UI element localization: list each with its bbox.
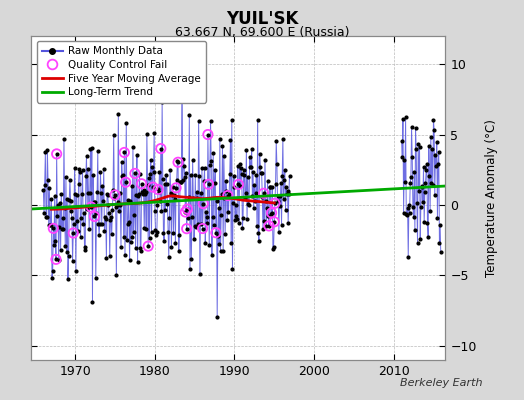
Point	[212, 230, 220, 236]
Point	[199, 200, 208, 207]
Point	[157, 145, 165, 152]
Y-axis label: Temperature Anomaly (°C): Temperature Anomaly (°C)	[485, 119, 498, 277]
Point	[154, 186, 162, 193]
Point	[271, 200, 279, 206]
Point	[199, 225, 207, 232]
Point	[137, 180, 146, 187]
Text: YUIL'SK: YUIL'SK	[226, 10, 298, 28]
Point	[204, 181, 213, 188]
Point	[149, 184, 157, 190]
Point	[270, 219, 278, 225]
Point	[131, 170, 139, 177]
Point	[90, 213, 99, 220]
Point	[182, 226, 191, 232]
Point	[181, 209, 190, 215]
Point	[87, 204, 95, 210]
Point	[224, 192, 232, 199]
Point	[204, 131, 212, 138]
Point	[183, 206, 192, 212]
Point	[174, 159, 182, 166]
Point	[52, 151, 61, 157]
Point	[122, 179, 130, 186]
Point	[52, 256, 60, 262]
Point	[144, 243, 152, 249]
Legend: Raw Monthly Data, Quality Control Fail, Five Year Moving Average, Long-Term Tren: Raw Monthly Data, Quality Control Fail, …	[37, 41, 206, 102]
Point	[172, 185, 180, 191]
Text: Berkeley Earth: Berkeley Earth	[400, 378, 482, 388]
Point	[265, 223, 273, 229]
Point	[259, 190, 268, 196]
Point	[69, 230, 78, 236]
Point	[111, 192, 119, 198]
Point	[234, 181, 243, 188]
Point	[120, 149, 128, 156]
Point	[267, 210, 276, 216]
Point	[49, 225, 58, 232]
Text: 63.667 N, 69.600 E (Russia): 63.667 N, 69.600 E (Russia)	[174, 26, 350, 39]
